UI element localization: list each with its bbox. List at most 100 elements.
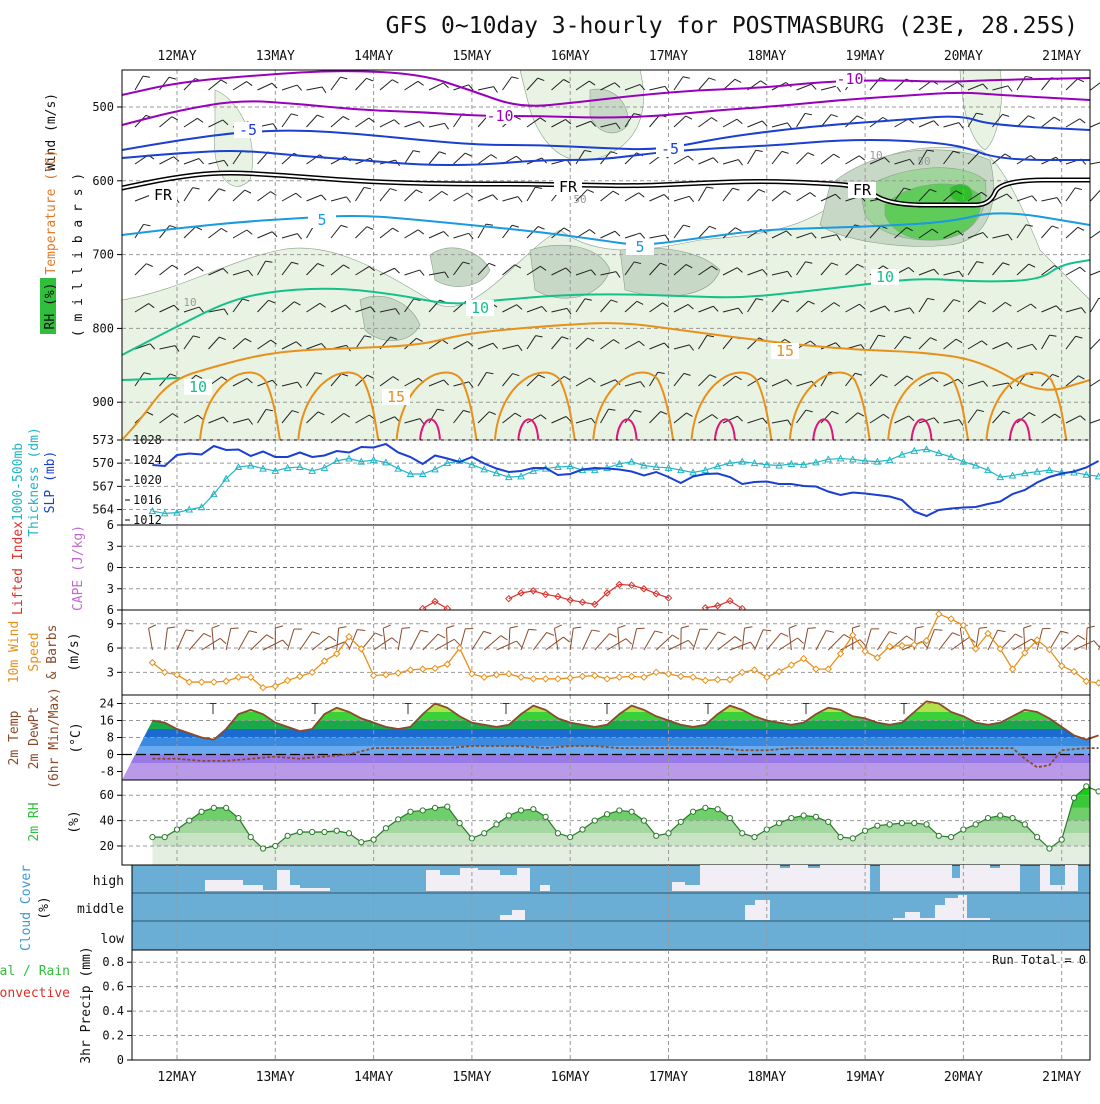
- contour-label: FR: [853, 181, 872, 199]
- tick-label: 1024: [133, 453, 162, 467]
- rh2m-point: [297, 829, 302, 834]
- cloud-ylabels: Cloud Cover (%): [19, 865, 52, 951]
- rh2m-point: [408, 809, 413, 814]
- millibars-axis-label: ( m i l l i b a r s ): [71, 173, 86, 337]
- cloud-high-patch: [1050, 885, 1065, 891]
- tick-label: 6: [107, 603, 114, 617]
- cloud-middle-patch: [893, 918, 905, 920]
- cloud-high-patch: [700, 865, 715, 891]
- rh2m-point: [875, 823, 880, 828]
- upper-wind-barb: [1091, 298, 1099, 312]
- rh2m-point: [654, 833, 659, 838]
- contour-label: -10: [486, 107, 513, 125]
- upper-wind-barb: [1091, 80, 1100, 90]
- wind10m-ylabels: 10m Wind Speed & Barbs (m/s): [7, 621, 82, 684]
- rh2m-point: [224, 805, 229, 810]
- bottom-date-label: 17MAY: [649, 1070, 688, 1085]
- rh2m-point: [617, 808, 622, 813]
- rh2m-point: [432, 805, 437, 810]
- rh2m-point: [604, 812, 609, 817]
- contour-label: 10: [189, 378, 207, 396]
- rh2m-point: [518, 808, 523, 813]
- rh2m-point: [961, 827, 966, 832]
- cloud-high-patch: [440, 875, 460, 891]
- tick-label: 1028: [133, 433, 162, 447]
- cloud-high-patch: [318, 888, 330, 891]
- rh2m-point: [776, 821, 781, 826]
- rh2m-point: [998, 813, 1003, 818]
- rh2m-point: [150, 834, 155, 839]
- cloud-axis-label-a: Cloud Cover: [19, 865, 34, 951]
- temp2m-axis-label-a: 2m Temp: [7, 710, 22, 765]
- cloud-middle-patch: [945, 898, 958, 920]
- wind10m-barb-flag: [808, 628, 816, 629]
- cloud-high-patch: [1065, 865, 1078, 891]
- thickness-axis-label-b: Thickness (dm): [27, 427, 42, 537]
- rh2m-point: [912, 821, 917, 826]
- tick-label: 570: [92, 456, 114, 470]
- cloud-high-patch: [205, 880, 215, 891]
- upper-wind-barb: [1091, 189, 1100, 201]
- upper-wind-barb: [1091, 418, 1100, 423]
- tick-label: 3: [107, 665, 114, 679]
- temp2m-axis-label-d: (°C): [69, 722, 84, 753]
- cloud-middle-patch: [958, 895, 967, 920]
- rh2m-point: [236, 815, 241, 820]
- precip-panel: 0.80.60.40.20 Run Total = 0: [102, 950, 1090, 1067]
- rh2m-point: [715, 807, 720, 812]
- bottom-date-label: 19MAY: [846, 1070, 885, 1085]
- cloud-middle-patch: [512, 910, 525, 920]
- cloud-high-patch: [500, 875, 517, 891]
- contour-label: 10: [183, 296, 196, 309]
- precip-ylabels: Total / Rain Convective 3hr Precip (mm): [0, 946, 94, 1063]
- tick-label: 8: [107, 731, 114, 745]
- tick-label: 9: [107, 617, 114, 631]
- cloud-high-patch: [808, 868, 820, 891]
- tick-label: 0.8: [102, 955, 124, 969]
- bottom-date-label: 16MAY: [551, 1070, 590, 1085]
- rh2m-point: [445, 804, 450, 809]
- rh2m-point: [936, 833, 941, 838]
- rh2m-point: [949, 834, 954, 839]
- cloud-level-label: middle: [77, 902, 124, 917]
- wind10m-axis-label-a: 10m Wind: [7, 621, 22, 684]
- cape-axis-label: CAPE (J/kg): [71, 525, 86, 611]
- cloud-high-patch: [277, 870, 290, 891]
- tick-label: 6: [107, 641, 114, 655]
- rh2m-axis-label-a: 2m RH: [27, 802, 42, 841]
- rh2m-point: [850, 836, 855, 841]
- rh2m-point: [555, 831, 560, 836]
- tick-label: 0: [107, 748, 114, 762]
- rh2m-point: [727, 815, 732, 820]
- rh2m-point: [826, 819, 831, 824]
- tick-label: 0: [117, 1053, 124, 1067]
- tick-label: 1020: [133, 473, 162, 487]
- rh-axis-label: RH (%): [43, 283, 58, 330]
- top-date-label: 18MAY: [747, 49, 786, 64]
- cloud-level-label: high: [93, 874, 124, 889]
- tick-label: 40: [100, 814, 114, 828]
- contour-label: -10: [836, 70, 863, 88]
- rh2m-point: [592, 818, 597, 823]
- cloud-middle-patch: [967, 918, 990, 920]
- bottom-date-label: 13MAY: [256, 1070, 295, 1085]
- upper-panel-ylabels: Wind (m/s) Temperature (°C) RH (%) ( m i…: [40, 93, 86, 337]
- rh2m-point: [1035, 834, 1040, 839]
- rh2m-point: [420, 808, 425, 813]
- cloud-high-patch: [517, 868, 530, 891]
- wind10m-point: [1096, 680, 1100, 686]
- cloud-high-patch: [728, 865, 780, 891]
- rh2m-point: [273, 843, 278, 848]
- top-date-label: 14MAY: [354, 49, 393, 64]
- cloud-high-patch: [715, 865, 728, 891]
- cloud-high-patch: [1040, 865, 1050, 891]
- top-date-label: 17MAY: [649, 49, 688, 64]
- upper-wind-barb: [1091, 229, 1100, 238]
- rh2m-point: [506, 813, 511, 818]
- tick-label: 0: [107, 561, 114, 575]
- rh2m-point: [924, 822, 929, 827]
- bottom-date-label: 14MAY: [354, 1070, 393, 1085]
